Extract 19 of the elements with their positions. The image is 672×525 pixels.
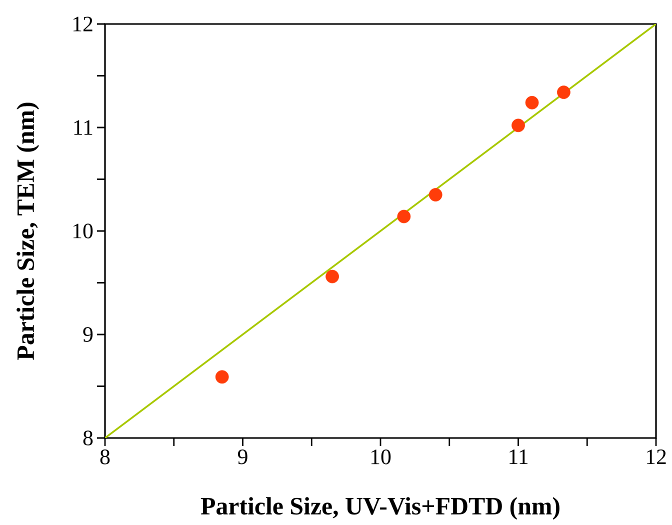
point (215, 370, 229, 384)
y-tick-label: 9 (83, 327, 93, 342)
y-tick-label: 12 (73, 16, 92, 32)
y-tick-label: 11 (74, 120, 92, 135)
x-tick-label: 12 (646, 450, 666, 464)
y-axis-title: Particle Size, TEM (nm) (16, 102, 40, 360)
x-tick-label: 10 (371, 450, 391, 464)
point (326, 270, 339, 284)
x-tick-label: 11 (510, 450, 528, 464)
point (428, 188, 442, 202)
x-tick-label: 9 (238, 450, 248, 464)
point (512, 118, 525, 132)
point (525, 96, 539, 110)
x-axis-title: Particle Size, UV-Vis+FDTD (nm) (200, 497, 560, 520)
point (397, 210, 411, 224)
y-tick-label: 10 (73, 224, 93, 238)
x-tick-label: 8 (100, 450, 110, 464)
y-tick-label: 8 (83, 430, 93, 446)
point (557, 86, 570, 100)
